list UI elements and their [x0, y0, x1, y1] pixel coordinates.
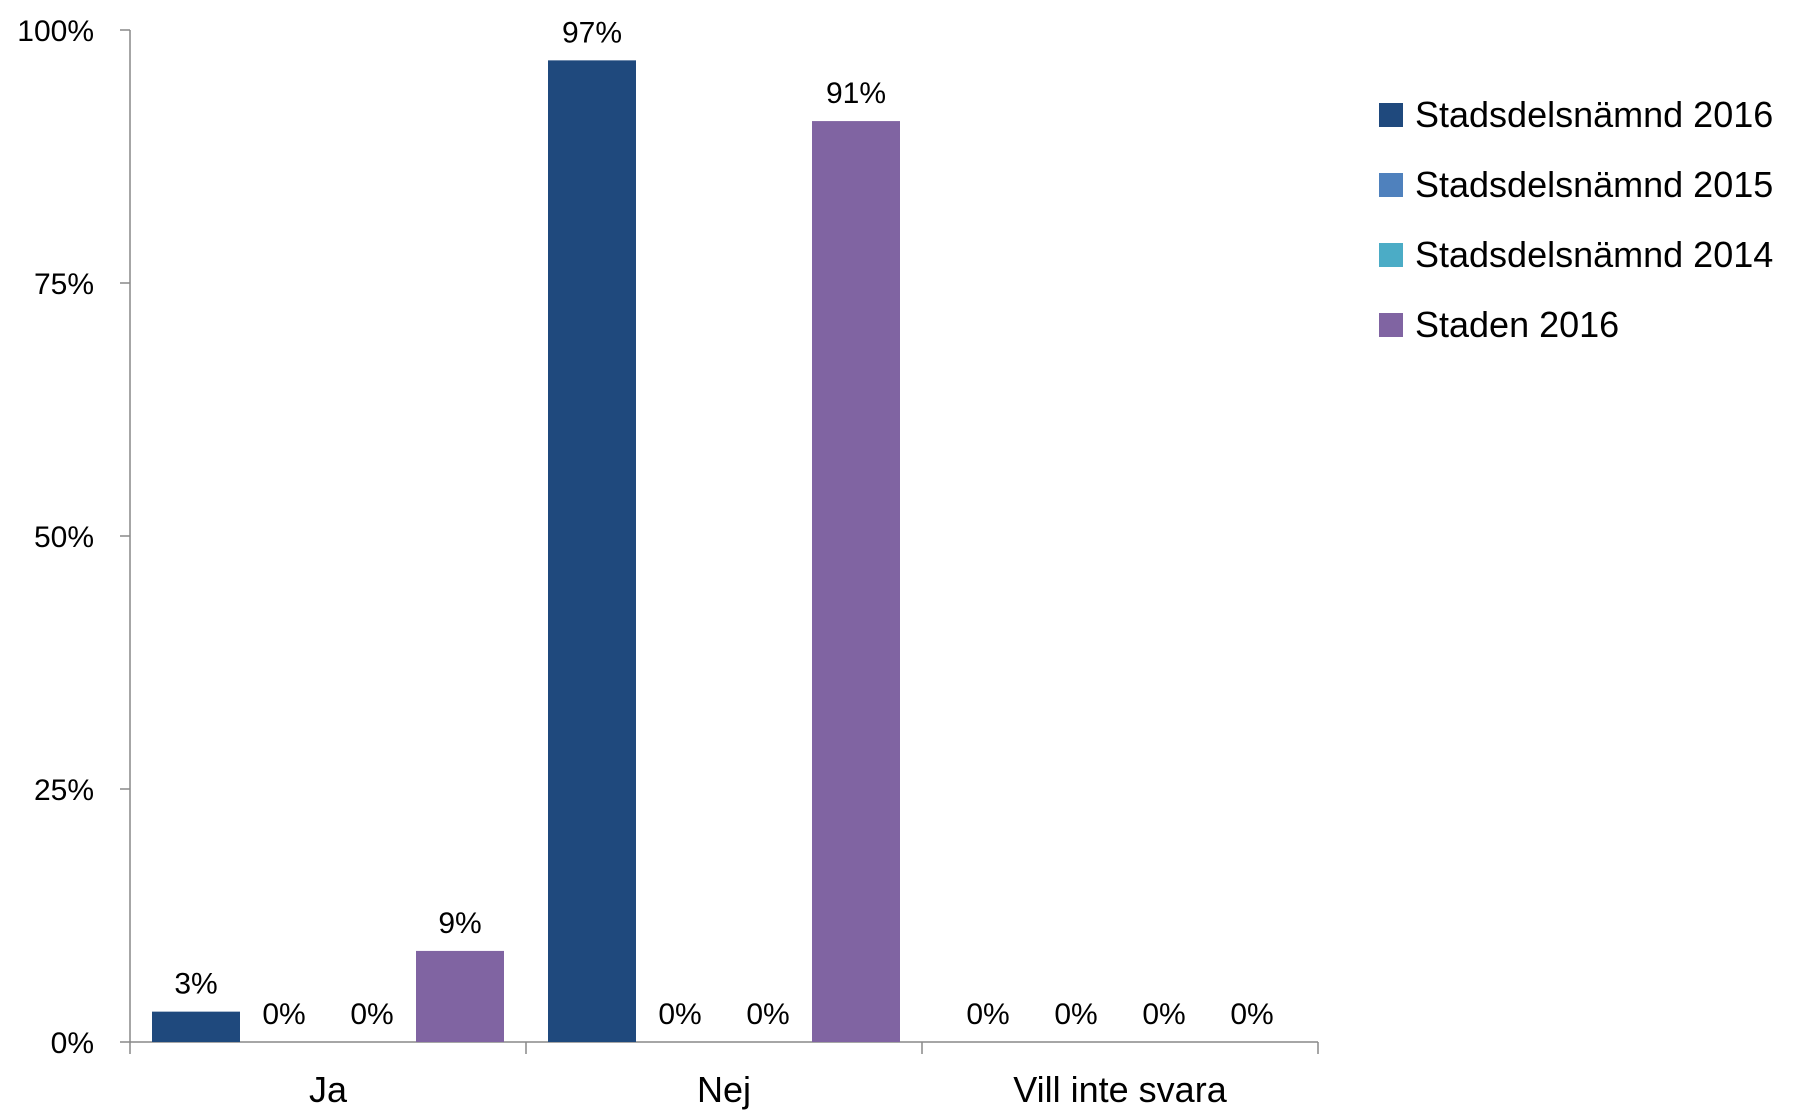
legend-label: Stadsdelsnämnd 2015: [1415, 164, 1774, 205]
legend-swatch: [1379, 313, 1403, 337]
bar-data-label: 91%: [826, 77, 886, 110]
y-tick-label: 0%: [51, 1027, 94, 1060]
bar-data-label: 0%: [658, 998, 701, 1031]
bar-1: [548, 60, 636, 1043]
bar-data-label: 0%: [350, 998, 393, 1031]
bar-4: [416, 950, 504, 1042]
bar-1: [152, 1011, 240, 1042]
bar-data-label: 0%: [746, 998, 789, 1031]
legend-label: Staden 2016: [1415, 304, 1620, 345]
legend-label: Stadsdelsnämnd 2016: [1415, 94, 1774, 135]
legend-item-series-2: Stadsdelsnämnd 2015: [1379, 150, 1773, 220]
legend-item-series-4: Staden 2016: [1379, 290, 1773, 360]
bar-data-label: 0%: [262, 998, 305, 1031]
y-tick-label: 75%: [34, 268, 94, 301]
y-tick-label: 50%: [34, 521, 94, 554]
legend-swatch: [1379, 103, 1403, 127]
bar-data-label: 0%: [966, 998, 1009, 1031]
bar-data-label: 3%: [174, 968, 217, 1001]
y-tick-label: 25%: [34, 774, 94, 807]
bar-data-label: 0%: [1054, 998, 1097, 1031]
x-category-label: Ja: [309, 1069, 348, 1110]
x-category-label: Nej: [697, 1069, 751, 1110]
y-tick-label: 100%: [17, 15, 94, 48]
legend-swatch: [1379, 243, 1403, 267]
legend-swatch: [1379, 173, 1403, 197]
legend-item-series-3: Stadsdelsnämnd 2014: [1379, 220, 1773, 290]
legend-label: Stadsdelsnämnd 2014: [1415, 234, 1774, 275]
bar-4: [812, 121, 900, 1042]
x-category-label: Vill inte svara: [1013, 1069, 1227, 1110]
legend-item-series-1: Stadsdelsnämnd 2016: [1379, 80, 1773, 150]
bar-data-label: 0%: [1142, 998, 1185, 1031]
bar-data-label: 9%: [438, 907, 481, 940]
bar-data-label: 0%: [1230, 998, 1273, 1031]
legend: Stadsdelsnämnd 2016 Stadsdelsnämnd 2015 …: [1379, 80, 1773, 360]
bar-data-label: 97%: [562, 16, 622, 49]
